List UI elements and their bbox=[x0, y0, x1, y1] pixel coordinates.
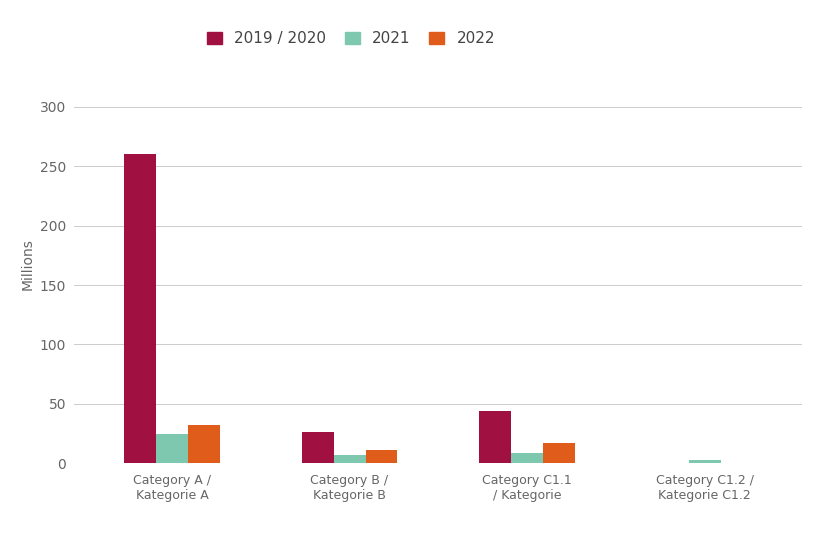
Bar bbox=[156, 434, 188, 463]
Bar bbox=[333, 455, 366, 463]
Legend: 2019 / 2020, 2021, 2022: 2019 / 2020, 2021, 2022 bbox=[201, 25, 501, 52]
Bar bbox=[511, 452, 543, 463]
Bar bbox=[366, 450, 398, 463]
Bar bbox=[124, 154, 156, 463]
Bar bbox=[543, 443, 575, 463]
Bar bbox=[689, 459, 720, 463]
Y-axis label: Millions: Millions bbox=[20, 238, 34, 290]
Bar bbox=[302, 432, 333, 463]
Bar bbox=[479, 411, 511, 463]
Bar bbox=[188, 425, 220, 463]
